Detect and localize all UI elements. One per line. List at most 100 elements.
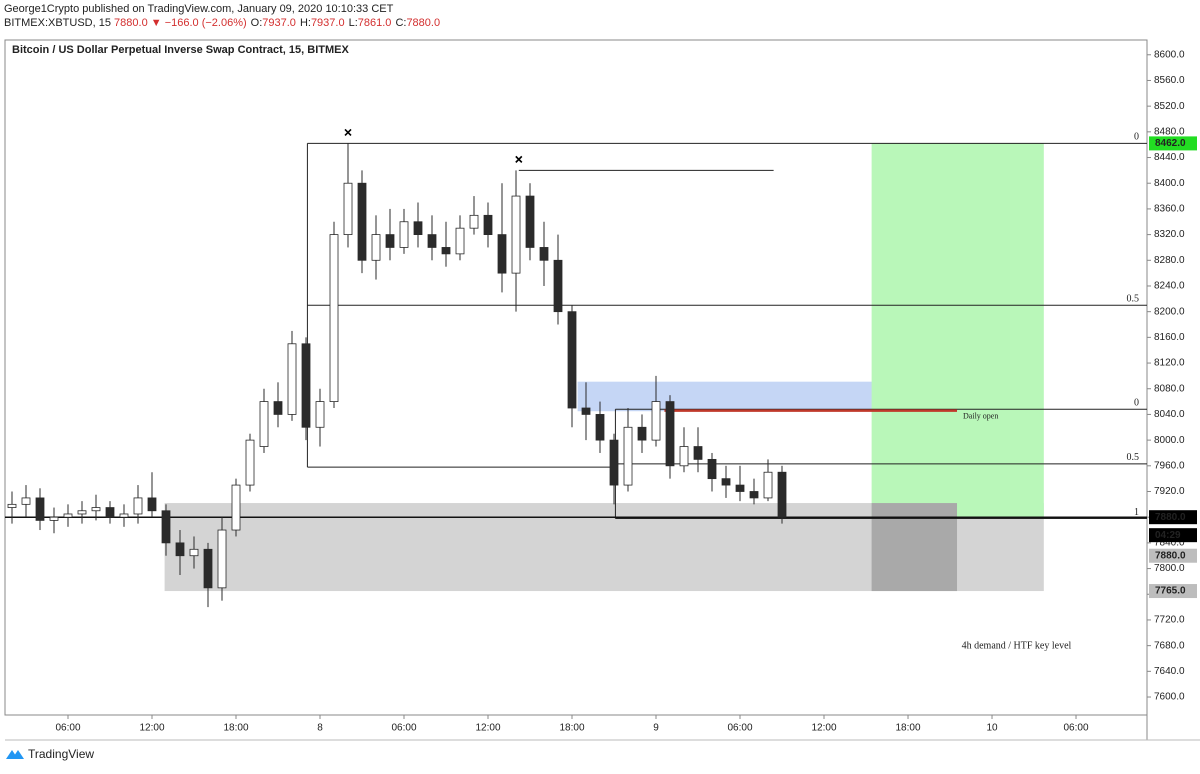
ohlc-value: 7861.0 [358, 17, 392, 29]
plot: 4h demand / HTF key level 0 0.5 0 0.5 1 Daily … [5, 128, 1147, 651]
candle-body [679, 446, 689, 467]
change: ▼ −166.0 (−2.06%) [151, 17, 247, 29]
candle-body [623, 426, 633, 486]
candle-body [301, 343, 311, 428]
ohlc-value: 7937.0 [262, 17, 296, 29]
candle-body [581, 407, 591, 415]
candle-body [245, 439, 255, 486]
y-tick-label: 7840.0 [1154, 538, 1185, 549]
y-tick-label: 8560.0 [1154, 75, 1185, 86]
candle-body [161, 510, 171, 544]
candle-body [637, 426, 647, 441]
candle-body [175, 542, 185, 557]
candle-body [385, 234, 395, 248]
y-tick-label: 8320.0 [1154, 229, 1185, 240]
candle-body [427, 234, 437, 248]
symbol-line: BITMEX:XBTUSD, 15 7880.0 ▼ −166.0 (−2.06… [4, 17, 440, 29]
y-tick-label: 8280.0 [1154, 255, 1185, 266]
candle-body [231, 484, 241, 531]
candle-body [119, 513, 129, 518]
candle-body [357, 182, 367, 261]
y-tick-label: 8440.0 [1154, 152, 1185, 163]
y-tick-label: 8240.0 [1154, 281, 1185, 292]
y-tick-label: 8520.0 [1154, 101, 1185, 112]
y-tick-label: 8200.0 [1154, 306, 1185, 317]
x-tick-label: 06:00 [1064, 723, 1089, 734]
zone-label: 4h demand / HTF key level [962, 640, 1072, 651]
price-tag [1149, 136, 1197, 151]
x-tick-label: 12:00 [475, 723, 500, 734]
candle-body [609, 439, 619, 486]
candle-body [483, 214, 493, 236]
x-tick-label: 12:00 [139, 723, 164, 734]
y-tick-label: 8360.0 [1154, 204, 1185, 215]
last: 7880.0 [114, 17, 148, 29]
x-tick-label: 18:00 [559, 723, 584, 734]
candle-body [77, 510, 87, 515]
y-tick-label: 8040.0 [1154, 409, 1185, 420]
candle-body [35, 497, 45, 521]
candle-body [539, 247, 549, 261]
candle-body [7, 503, 17, 508]
candle-body [651, 401, 661, 441]
y-tick-label: 8080.0 [1154, 383, 1185, 394]
candle-body [497, 234, 507, 274]
y-tick-label: 7600.0 [1154, 692, 1185, 703]
candle-body [63, 513, 73, 518]
zone [871, 143, 1044, 518]
x-tick-label: 12:00 [811, 723, 836, 734]
brand: TradingView [28, 747, 94, 761]
candle-body [721, 478, 731, 486]
y-tick-label: 8160.0 [1154, 332, 1185, 343]
price-tag-label: 8462.0 [1155, 138, 1186, 149]
candle-body [287, 343, 297, 415]
candle-body [105, 507, 115, 518]
ohlc-key: L: [349, 17, 358, 29]
y-tick-label: 7680.0 [1154, 640, 1185, 651]
y-tick-label: 8400.0 [1154, 178, 1185, 189]
candle-body [329, 234, 339, 402]
candle-body [469, 214, 479, 229]
candle-body [665, 401, 675, 467]
candle-body [413, 221, 423, 236]
chart-title: Bitcoin / US Dollar Perpetual Inverse Sw… [12, 44, 349, 56]
x-tick-label: 06:00 [55, 723, 80, 734]
ohlc-key: H: [300, 17, 311, 29]
footer: TradingView [6, 747, 94, 761]
y-tick-label: 7800.0 [1154, 563, 1185, 574]
author-line: George1Crypto published on TradingView.c… [4, 3, 394, 15]
candle-body [91, 507, 101, 512]
zone [871, 503, 958, 592]
candle-body [315, 401, 325, 428]
price-tag-label: 7880.0 [1155, 512, 1186, 523]
x-tick-label: 8 [317, 723, 323, 734]
candle-body [147, 497, 157, 512]
candle-body [749, 491, 759, 499]
y-tick-label: 8120.0 [1154, 358, 1185, 369]
candle-body [777, 471, 787, 518]
candle-body [189, 548, 199, 557]
candle-body [707, 458, 717, 480]
candle-body [735, 484, 745, 492]
candle-body [371, 234, 381, 261]
candle-body [553, 259, 563, 313]
swing-marker [515, 155, 523, 163]
ohlc-value: 7937.0 [311, 17, 345, 29]
price-tag [1149, 548, 1197, 563]
level-label: 0 [1134, 398, 1139, 409]
y-tick-label: 7960.0 [1154, 460, 1185, 471]
candle-body [399, 221, 409, 248]
swing-marker [344, 128, 352, 136]
price-tag [1149, 584, 1197, 599]
price-tag [1149, 510, 1197, 525]
ohlc-key: C: [395, 17, 406, 29]
x-tick-label: 18:00 [896, 723, 921, 734]
candle-body [21, 497, 31, 505]
logo [6, 750, 24, 759]
x-tick-label: 06:00 [727, 723, 752, 734]
candle-body [259, 401, 269, 447]
price-tag-label: 7880.0 [1155, 550, 1186, 561]
price-tag [1149, 528, 1197, 543]
y-tick-label: 8480.0 [1154, 126, 1185, 137]
candle-body [203, 548, 213, 589]
